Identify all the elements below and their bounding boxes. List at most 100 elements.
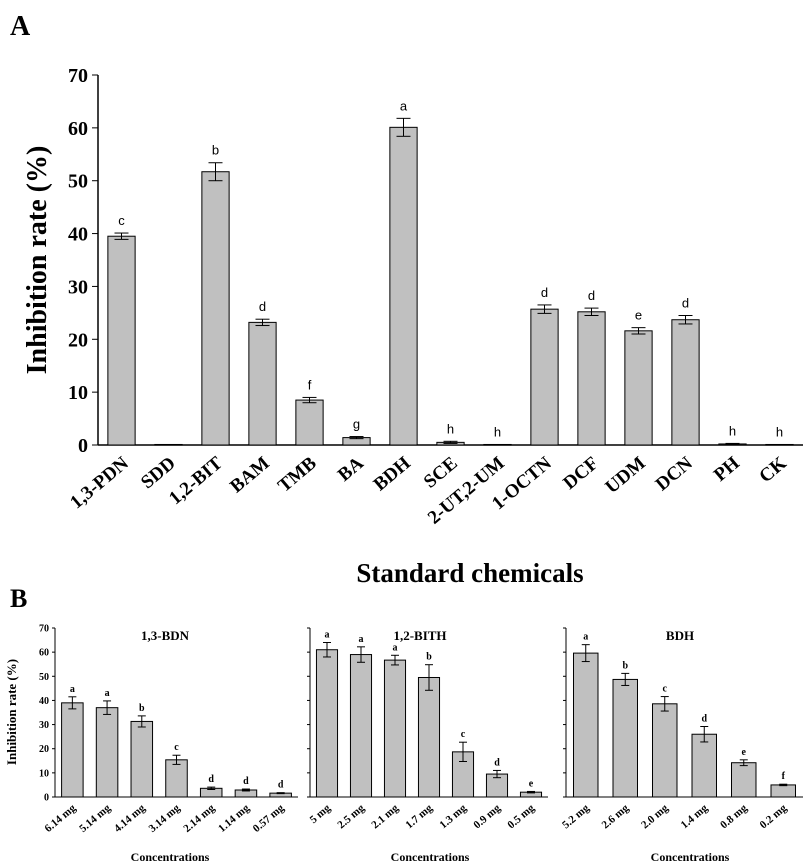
y-tick-label: 30 <box>39 720 49 731</box>
significance-letter: h <box>447 421 454 436</box>
bar <box>295 399 324 446</box>
bar <box>201 171 230 446</box>
panel-b3-title: BDH <box>666 628 694 643</box>
x-tick-label: 2.0 mg <box>639 802 671 832</box>
significance-letter: d <box>208 774 214 785</box>
significance-letter: e <box>635 308 642 323</box>
x-tick-label: DCN <box>652 453 697 496</box>
bar <box>383 659 407 798</box>
significance-letter: h <box>729 423 736 438</box>
significance-letter: h <box>494 424 501 439</box>
x-tick-label: 5.14 mg <box>77 802 113 835</box>
significance-letter: b <box>622 660 628 671</box>
y-tick-label: 40 <box>39 696 49 707</box>
significance-letter: d <box>243 776 249 787</box>
bar <box>165 759 188 798</box>
significance-letter: b <box>426 652 432 663</box>
bar <box>483 443 512 446</box>
significance-letter: a <box>325 629 330 640</box>
x-tick-label: 1,2-BIT <box>165 453 227 510</box>
x-tick-label: 2.6 mg <box>600 802 632 832</box>
y-tick-label: 70 <box>68 65 88 87</box>
bar <box>573 652 599 798</box>
significance-letter: d <box>541 285 548 300</box>
y-tick-label: 70 <box>39 624 49 635</box>
x-tick-label: BDH <box>370 453 415 496</box>
bar <box>95 707 119 798</box>
y-tick-label: 40 <box>68 224 88 246</box>
significance-letter: a <box>400 98 408 113</box>
panel-a-ylabel: Inhibition rate (%) <box>22 146 53 375</box>
significance-letter: a <box>359 634 364 645</box>
y-tick-label: 60 <box>39 648 49 659</box>
y-tick-label: 10 <box>68 382 88 404</box>
bar <box>349 654 373 798</box>
bar <box>612 678 638 798</box>
y-tick-label: 50 <box>68 171 88 193</box>
significance-letter: d <box>259 299 266 314</box>
x-tick-label: 6.14 mg <box>42 802 78 835</box>
y-tick-label: 20 <box>39 744 49 755</box>
x-tick-label: 0.57 mg <box>251 802 287 835</box>
bar <box>417 676 441 798</box>
x-tick-label: 3.14 mg <box>147 802 183 835</box>
significance-letter: h <box>776 424 783 439</box>
significance-letter: d <box>682 296 689 311</box>
panel-a-label: A <box>10 11 31 42</box>
significance-letter: a <box>105 688 110 699</box>
panel-b1-title: 1,3-BDN <box>141 628 190 643</box>
significance-letter: b <box>139 703 145 714</box>
x-tick-label: 5 mg <box>308 802 334 826</box>
x-tick-label: 1.7 mg <box>403 802 435 832</box>
x-tick-label: TMB <box>274 453 321 497</box>
x-tick-label: 2.14 mg <box>181 802 217 835</box>
significance-letter: d <box>588 288 595 303</box>
x-tick-label: 0.2 mg <box>758 802 790 832</box>
significance-letter: f <box>308 377 312 392</box>
bar <box>315 649 339 798</box>
x-tick-label: 1.14 mg <box>216 802 252 835</box>
significance-letter: b <box>212 143 219 158</box>
x-tick-label: 1.3 mg <box>437 802 469 832</box>
significance-letter: e <box>742 747 747 758</box>
x-tick-label: UDM <box>601 453 649 498</box>
bar <box>691 733 717 798</box>
bar <box>765 443 794 446</box>
panel-b2-title: 1,2-BITH <box>393 628 446 643</box>
significance-letter: d <box>494 757 500 768</box>
significance-letter: d <box>278 780 284 791</box>
bar <box>530 308 559 446</box>
panel-b2-xlabel: Concentrations <box>391 850 470 864</box>
y-tick-label: 0 <box>44 793 49 804</box>
significance-letter: e <box>529 778 534 789</box>
panel-1-group: 0 10 20 30 40 50 60 70 a 6.14 mg a 5.14 mg b 4.14 mg c… <box>39 624 298 835</box>
x-tick-label: 4.14 mg <box>112 802 148 835</box>
bar <box>154 443 183 446</box>
significance-letter: c <box>663 684 668 695</box>
bar <box>770 784 796 798</box>
x-tick-label: 1.4 mg <box>679 802 711 832</box>
y-tick-label: 60 <box>68 118 88 140</box>
bar <box>624 330 653 446</box>
bar <box>61 702 84 798</box>
bar <box>652 703 678 798</box>
x-tick-label: BA <box>334 453 368 486</box>
x-tick-label: 0.5 mg <box>505 802 537 832</box>
x-tick-label: CK <box>755 453 791 488</box>
significance-letter: a <box>583 632 588 643</box>
significance-letter: a <box>393 642 398 653</box>
bar <box>389 126 418 446</box>
bar <box>577 311 606 446</box>
panel-3-group: a 5.2 mg b 2.6 mg c 2.0 mg d 1.4 mg e 0.8 mg f 0.2 … <box>560 627 803 832</box>
x-tick-label: PH <box>710 453 744 486</box>
bar <box>248 321 277 446</box>
significance-letter: c <box>461 729 466 740</box>
y-tick-label: 30 <box>68 276 88 298</box>
x-tick-label: 2.5 mg <box>335 802 367 832</box>
y-tick-label: 20 <box>68 329 88 351</box>
bar <box>107 235 136 446</box>
y-tick-label: 50 <box>39 672 49 683</box>
y-tick-label: 10 <box>39 768 49 779</box>
x-tick-label: 0.8 mg <box>718 802 750 832</box>
